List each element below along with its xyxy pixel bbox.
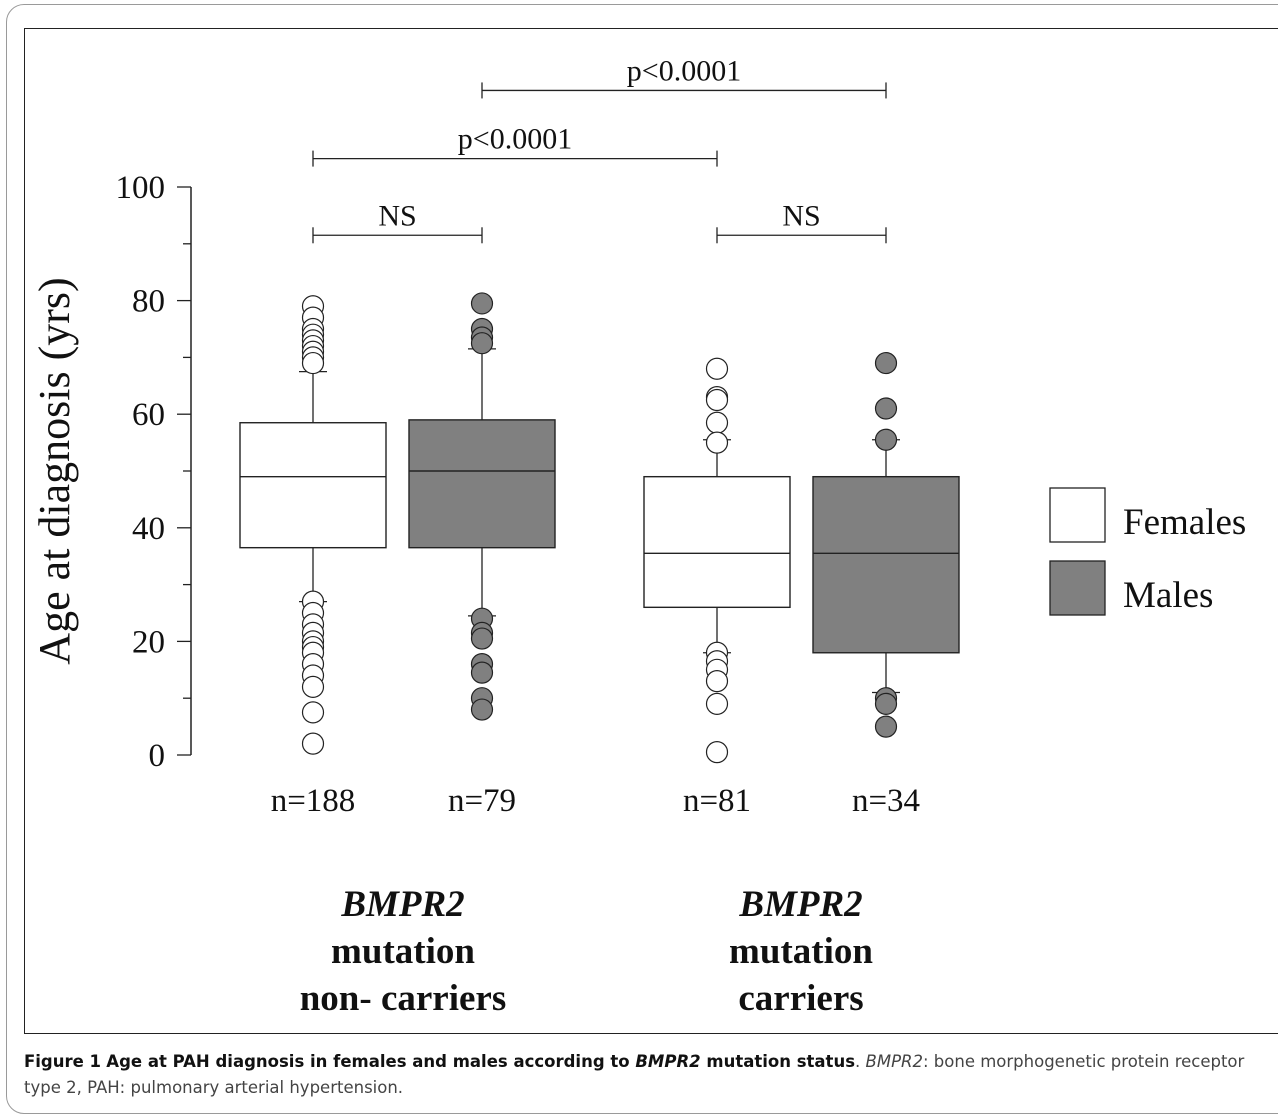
box-males-3 [812, 351, 960, 738]
y-tick-label: 20 [132, 624, 165, 660]
outlier-point [874, 397, 898, 420]
outlier-point [705, 411, 729, 434]
caption-sep: . [855, 1052, 866, 1071]
box-iqr [643, 475, 791, 609]
outlier-point [470, 627, 494, 650]
comparison-label: NS [378, 199, 416, 232]
outlier-point [705, 431, 729, 454]
n-label: n=79 [448, 783, 516, 819]
box-females-2 [643, 357, 791, 764]
outlier-point [874, 351, 898, 375]
group-label-gene: BMPR2 [340, 884, 464, 925]
comparison-bracket [312, 150, 718, 167]
n-label: n=188 [271, 783, 356, 819]
y-tick-label: 60 [132, 397, 165, 433]
group-label-line: mutation [729, 931, 873, 972]
caption-text: : bone morphogenetic protein receptor ty… [24, 1052, 1245, 1097]
group-label-line: carriers [738, 978, 863, 1019]
comparison-label: p<0.0001 [458, 123, 572, 156]
box-iqr [812, 475, 960, 654]
box-iqr [239, 422, 387, 549]
outlier-point [874, 692, 898, 715]
group-label-line: mutation [331, 931, 475, 972]
outlier-point [301, 351, 325, 375]
outlier-point [705, 692, 729, 715]
y-axis-title: Age at diagnosis (yrs) [30, 277, 79, 664]
caption-title-pre: Age at PAH diagnosis in females and male… [106, 1052, 636, 1071]
comparison-bracket [716, 227, 887, 244]
legend-swatch-males [1049, 560, 1106, 616]
outlier-point [705, 741, 729, 764]
outlier-point [705, 388, 729, 412]
comparison-label: p<0.0001 [627, 54, 741, 87]
plot-area: 0 20 40 60 80 100 Age at diagnosis (yrs) n=188 n… [24, 28, 1278, 1034]
box-males-1 [408, 292, 556, 721]
caption-abbr-italic: BMPR2 [865, 1052, 923, 1071]
comparison-label: NS [782, 199, 820, 232]
y-tick-label: 80 [132, 284, 165, 320]
outlier-point [874, 715, 898, 738]
outlier-point [470, 332, 494, 355]
caption-title-post: mutation status [700, 1052, 856, 1071]
outlier-point [470, 698, 494, 721]
n-label: n=81 [683, 783, 751, 819]
legend-label-females: Females [1123, 502, 1246, 543]
caption-title-italic: BMPR2 [635, 1052, 701, 1071]
outlier-point [705, 357, 729, 380]
legend-label-males: Males [1123, 575, 1213, 616]
y-tick-label: 100 [116, 170, 166, 206]
comparison-bracket [312, 227, 483, 244]
outlier-point [301, 675, 325, 698]
group-label-line: non- carriers [300, 978, 507, 1019]
figure-caption: Figure 1 Age at PAH diagnosis in females… [24, 1049, 1276, 1101]
y-tick-label: 0 [149, 738, 166, 774]
caption-lead: Figure 1 [24, 1052, 102, 1071]
outlier-point [705, 670, 729, 693]
outlier-point [874, 428, 898, 451]
box-plot-chart: 0 20 40 60 80 100 Age at diagnosis (yrs) n=188 n… [30, 54, 1246, 1019]
outlier-point [470, 661, 494, 684]
outlier-point [301, 732, 325, 755]
outlier-point [301, 701, 325, 724]
box-iqr [408, 419, 556, 549]
group-label-gene: BMPR2 [738, 884, 862, 925]
y-tick-label: 40 [132, 511, 165, 547]
n-label: n=34 [852, 783, 920, 819]
outlier-point [470, 292, 494, 315]
legend-swatch-females [1049, 487, 1106, 543]
box-females-0 [239, 295, 387, 755]
comparison-bracket [481, 82, 887, 99]
